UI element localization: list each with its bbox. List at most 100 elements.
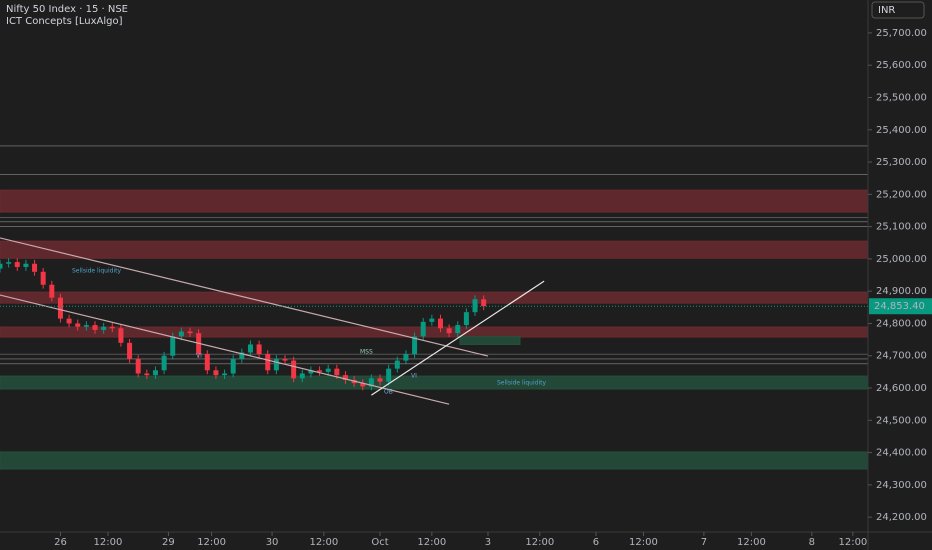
candle-body bbox=[308, 370, 314, 374]
y-tick-label: 24,400.00 bbox=[876, 448, 927, 459]
zone bbox=[0, 240, 869, 259]
candle-body bbox=[291, 360, 297, 379]
y-tick-label: 25,500.00 bbox=[876, 92, 927, 103]
candle-body bbox=[420, 321, 426, 337]
y-tick-label: 25,600.00 bbox=[876, 60, 927, 71]
x-tick-label: 12:00 bbox=[197, 537, 226, 548]
candle-body bbox=[239, 352, 245, 359]
candle-body bbox=[386, 368, 392, 382]
candle-body bbox=[92, 325, 98, 330]
x-tick-label: 12:00 bbox=[417, 537, 446, 548]
x-tick-label: 12:00 bbox=[309, 537, 338, 548]
y-tick-label: 25,300.00 bbox=[876, 157, 927, 168]
currency-button[interactable] bbox=[871, 1, 925, 19]
x-tick-label: 29 bbox=[162, 537, 175, 548]
candle-body bbox=[75, 323, 81, 327]
candle-body bbox=[455, 325, 461, 334]
candle-body bbox=[40, 271, 46, 285]
y-tick-label: 25,200.00 bbox=[876, 189, 927, 200]
y-tick-label: 24,800.00 bbox=[876, 318, 927, 329]
candle-body bbox=[83, 325, 89, 327]
candle-body bbox=[299, 373, 305, 379]
y-tick-label: 25,400.00 bbox=[876, 125, 927, 136]
candle-body bbox=[0, 263, 3, 269]
y-tick-label: 24,200.00 bbox=[876, 512, 927, 523]
candle-body bbox=[204, 354, 210, 371]
candle-body bbox=[412, 336, 418, 355]
y-tick-label: 25,100.00 bbox=[876, 222, 927, 233]
x-tick-label: 12:00 bbox=[94, 537, 123, 548]
annotation: MSS bbox=[360, 349, 373, 356]
candle-body bbox=[394, 360, 400, 369]
zone bbox=[0, 189, 869, 213]
candle-body bbox=[437, 318, 443, 329]
candle-body bbox=[429, 318, 435, 322]
y-tick-label: 25,700.00 bbox=[876, 28, 927, 39]
y-tick-label: 25,000.00 bbox=[876, 254, 927, 265]
candle-body bbox=[334, 368, 340, 376]
annotation: OB bbox=[384, 389, 393, 396]
trendline bbox=[371, 280, 545, 396]
candle-body bbox=[342, 375, 348, 380]
candle-body bbox=[360, 383, 366, 387]
candle-body bbox=[481, 299, 487, 307]
candle-body bbox=[377, 378, 383, 382]
y-tick-label: 24,600.00 bbox=[876, 383, 927, 394]
x-tick-label: 12:00 bbox=[629, 537, 658, 548]
candle-body bbox=[135, 358, 141, 374]
candle-body bbox=[256, 344, 262, 355]
candle-body bbox=[463, 312, 469, 326]
trendline bbox=[0, 294, 450, 405]
candle-body bbox=[32, 263, 38, 272]
zone bbox=[459, 335, 521, 345]
last-price-label: 24,853.40 bbox=[874, 301, 925, 312]
candle-body bbox=[6, 262, 12, 264]
candle-body bbox=[101, 326, 107, 330]
zone bbox=[0, 326, 869, 338]
candle-body bbox=[66, 318, 72, 324]
candle-body bbox=[282, 358, 288, 361]
candle-body bbox=[170, 336, 176, 356]
candle-body bbox=[152, 370, 158, 376]
candle-body bbox=[178, 331, 184, 337]
x-tick-label: 12:00 bbox=[737, 537, 766, 548]
candle-body bbox=[368, 378, 374, 387]
annotation: Sellside liquidity bbox=[497, 380, 546, 387]
candle-body bbox=[230, 358, 236, 374]
candle-body bbox=[161, 355, 167, 371]
candle-body bbox=[23, 263, 29, 267]
candle-body bbox=[446, 328, 452, 334]
candle-body bbox=[118, 328, 124, 343]
zone bbox=[0, 451, 869, 470]
zone bbox=[0, 291, 869, 304]
x-tick-label: 26 bbox=[54, 537, 67, 548]
candle-body bbox=[144, 373, 150, 376]
candle-body bbox=[14, 262, 20, 267]
annotation: VI bbox=[411, 373, 417, 380]
x-tick-label: Oct bbox=[371, 537, 388, 548]
candle-body bbox=[273, 358, 279, 371]
candle-body bbox=[403, 354, 409, 361]
candle-body bbox=[265, 354, 271, 371]
plot: Sellside liquidity Sellside liquidity MSS V… bbox=[0, 145, 869, 470]
x-tick-label: 12:00 bbox=[838, 537, 867, 548]
candle-body bbox=[57, 297, 63, 319]
candle-body bbox=[187, 331, 193, 334]
candle-body bbox=[127, 342, 133, 359]
y-tick-label: 24,500.00 bbox=[876, 415, 927, 426]
candle-body bbox=[213, 370, 219, 376]
chart-title: Nifty 50 Index · 15 · NSE bbox=[6, 4, 128, 15]
y-tick-label: 24,300.00 bbox=[876, 480, 927, 491]
trendline bbox=[0, 237, 489, 357]
zone bbox=[0, 375, 869, 390]
candle-body bbox=[247, 344, 253, 353]
candle-body bbox=[325, 368, 331, 372]
x-tick-label: 12:00 bbox=[525, 537, 554, 548]
x-tick-label: 30 bbox=[266, 537, 279, 548]
candle-body bbox=[472, 299, 478, 313]
candle-body bbox=[222, 373, 228, 376]
x-tick-label: 3 bbox=[485, 537, 491, 548]
currency-label[interactable]: INR bbox=[878, 5, 895, 16]
